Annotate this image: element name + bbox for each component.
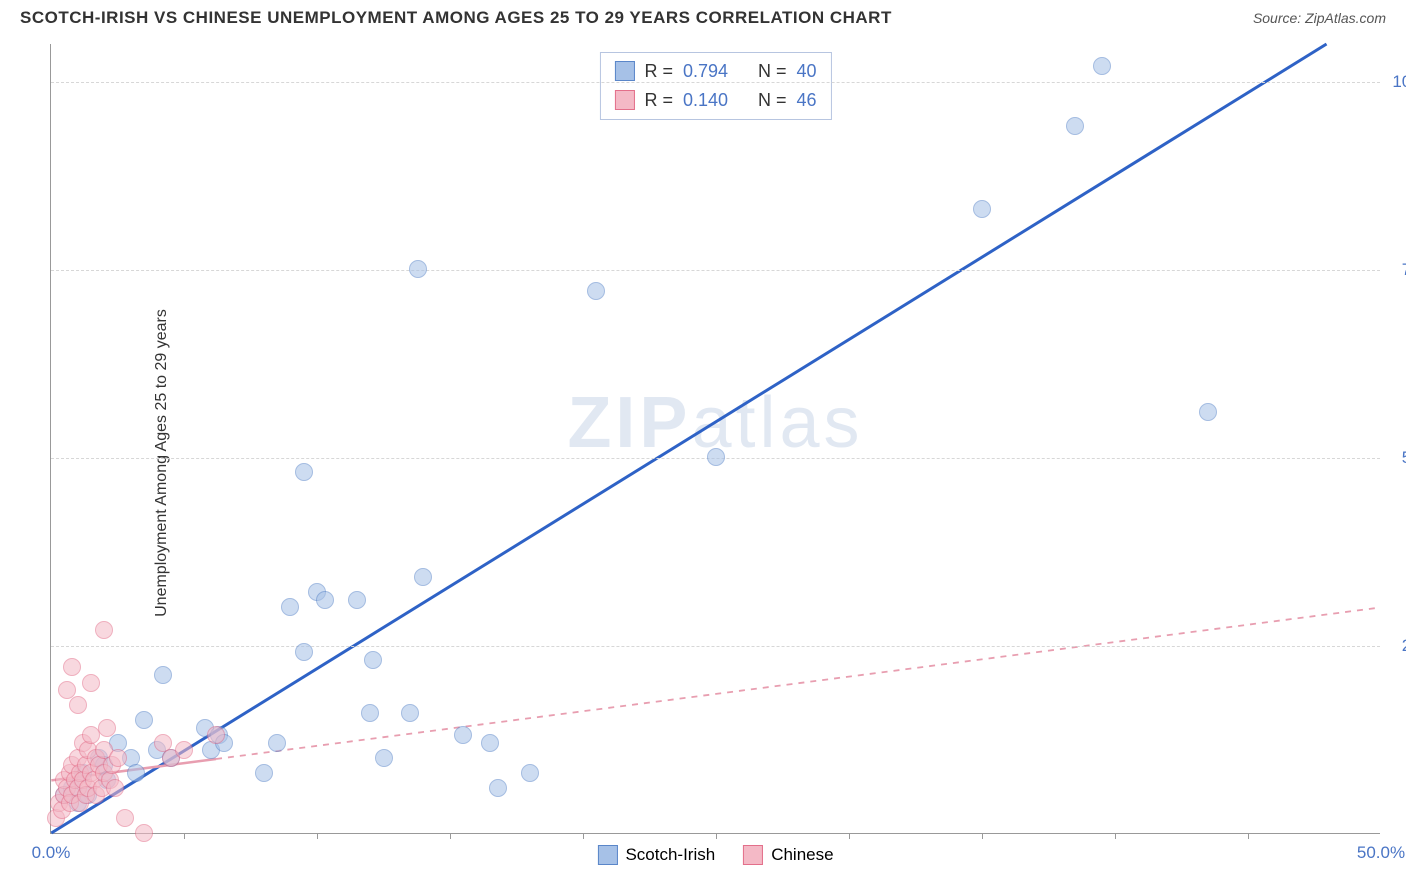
data-point xyxy=(587,282,605,300)
data-point xyxy=(454,726,472,744)
data-point xyxy=(364,651,382,669)
n-label: N = xyxy=(758,86,787,115)
x-tick-mark xyxy=(450,833,451,839)
x-tick-mark xyxy=(849,833,850,839)
x-tick-label: 50.0% xyxy=(1357,843,1405,863)
data-point xyxy=(409,260,427,278)
data-point xyxy=(348,591,366,609)
data-point xyxy=(1093,57,1111,75)
gridline-h xyxy=(51,646,1380,647)
plot-area: ZIPatlas R = 0.794 N = 40 R = 0.140 N = … xyxy=(50,44,1380,834)
data-point xyxy=(973,200,991,218)
data-point xyxy=(707,448,725,466)
x-tick-mark xyxy=(184,833,185,839)
data-point xyxy=(95,621,113,639)
data-point xyxy=(481,734,499,752)
x-tick-mark xyxy=(1115,833,1116,839)
legend-label-chinese: Chinese xyxy=(771,845,833,865)
legend-stats-row-2: R = 0.140 N = 46 xyxy=(614,86,816,115)
data-point xyxy=(316,591,334,609)
chart-container: Unemployment Among Ages 25 to 29 years Z… xyxy=(0,34,1406,892)
trend-lines-layer xyxy=(51,44,1380,833)
y-tick-label: 25.0% xyxy=(1390,636,1406,656)
data-point xyxy=(69,696,87,714)
gridline-h xyxy=(51,270,1380,271)
legend-item-chinese: Chinese xyxy=(743,845,833,865)
y-tick-label: 100.0% xyxy=(1390,72,1406,92)
y-tick-label: 75.0% xyxy=(1390,260,1406,280)
n-value-2: 46 xyxy=(797,86,817,115)
data-point xyxy=(154,666,172,684)
chart-title: SCOTCH-IRISH VS CHINESE UNEMPLOYMENT AMO… xyxy=(20,8,892,28)
legend-label-scotch-irish: Scotch-Irish xyxy=(625,845,715,865)
legend-swatch-scotch-irish xyxy=(597,845,617,865)
x-tick-mark xyxy=(317,833,318,839)
source-attribution: Source: ZipAtlas.com xyxy=(1253,10,1386,26)
data-point xyxy=(521,764,539,782)
data-point xyxy=(489,779,507,797)
data-point xyxy=(106,779,124,797)
data-point xyxy=(375,749,393,767)
x-tick-label: 0.0% xyxy=(32,843,71,863)
source-label: Source: xyxy=(1253,10,1305,26)
data-point xyxy=(268,734,286,752)
legend-swatch-chinese xyxy=(743,845,763,865)
legend-series: Scotch-Irish Chinese xyxy=(597,845,833,865)
data-point xyxy=(135,711,153,729)
data-point xyxy=(1199,403,1217,421)
x-tick-mark xyxy=(583,833,584,839)
source-value: ZipAtlas.com xyxy=(1305,10,1386,26)
data-point xyxy=(295,643,313,661)
data-point xyxy=(135,824,153,842)
data-point xyxy=(98,719,116,737)
x-tick-mark xyxy=(1248,833,1249,839)
data-point xyxy=(82,674,100,692)
r-value-2: 0.140 xyxy=(683,86,728,115)
r-label: R = xyxy=(644,86,673,115)
data-point xyxy=(175,741,193,759)
data-point xyxy=(207,726,225,744)
data-point xyxy=(63,658,81,676)
swatch-chinese xyxy=(614,90,634,110)
legend-stats: R = 0.794 N = 40 R = 0.140 N = 46 xyxy=(599,52,831,120)
gridline-h xyxy=(51,82,1380,83)
data-point xyxy=(1066,117,1084,135)
data-point xyxy=(281,598,299,616)
data-point xyxy=(295,463,313,481)
data-point xyxy=(414,568,432,586)
x-tick-mark xyxy=(982,833,983,839)
data-point xyxy=(116,809,134,827)
data-point xyxy=(401,704,419,722)
legend-item-scotch-irish: Scotch-Irish xyxy=(597,845,715,865)
data-point xyxy=(255,764,273,782)
y-tick-label: 50.0% xyxy=(1390,448,1406,468)
watermark-zip: ZIP xyxy=(567,383,691,463)
swatch-scotch-irish xyxy=(614,61,634,81)
data-point xyxy=(127,764,145,782)
x-tick-mark xyxy=(716,833,717,839)
data-point xyxy=(361,704,379,722)
data-point xyxy=(109,749,127,767)
